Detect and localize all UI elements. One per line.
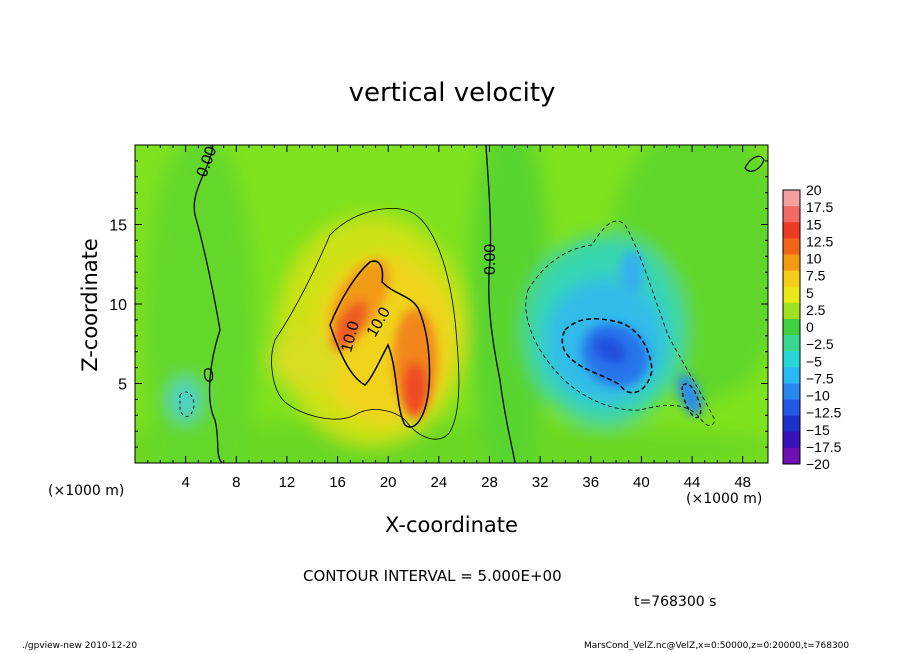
contour-ten-updraft <box>329 260 431 428</box>
colorbar-swatch <box>783 415 800 433</box>
colorbar-swatch <box>783 254 800 272</box>
colorbar-swatch <box>783 351 800 368</box>
x-tick-label: 20 <box>380 474 397 491</box>
x-tick-label: 44 <box>684 474 701 491</box>
colorbar-swatch <box>783 238 800 255</box>
contour-west-blue <box>179 391 195 417</box>
colorbar-label: 12.5 <box>806 233 833 249</box>
colorbar-label: −7.5 <box>806 370 834 386</box>
x-unit-label-left: (×1000 m) <box>48 483 125 499</box>
y-tick-label: 5 <box>118 377 127 394</box>
field-west-zero-band <box>145 145 255 463</box>
colorbar-swatch <box>783 302 800 320</box>
contour-zero-east <box>485 145 516 463</box>
y-tick-label: 15 <box>109 218 127 235</box>
colorbar-label: −20 <box>806 456 830 472</box>
colorbar-label: −15 <box>806 422 830 438</box>
colorbar-swatch <box>783 318 800 336</box>
x-tick-label: 40 <box>633 474 650 491</box>
y-axis: 5 10 15 <box>109 160 768 448</box>
contour-west-small <box>203 368 214 382</box>
colorbar-label: 17.5 <box>806 199 833 215</box>
x-unit-label-right: (×1000 m) <box>686 491 763 507</box>
colorbar-swatch <box>783 335 800 352</box>
time-label: t=768300 s <box>634 594 717 610</box>
colorbar-swatch <box>783 431 800 449</box>
colorbar-swatch <box>783 383 800 401</box>
contour-interval-note: CONTOUR INTERVAL = 5.000E+00 <box>303 567 562 585</box>
colorbar-frame <box>782 189 801 465</box>
contour-zero-west <box>193 145 223 463</box>
colorbar-swatch <box>783 270 800 288</box>
colorbar-label: 7.5 <box>806 268 826 284</box>
x-axis-label: X-coordinate <box>385 513 518 537</box>
colorbar-swatch <box>783 399 800 417</box>
field-west-tongue <box>270 330 340 390</box>
colorbar-label: −5 <box>806 353 822 369</box>
contour-minus-ten <box>561 318 653 394</box>
y-tick-label: 10 <box>109 297 127 314</box>
x-tick-label: 16 <box>329 474 346 491</box>
contour-label: 0.00 <box>482 244 499 275</box>
colorbar-label: 20 <box>806 182 822 198</box>
field-downdraft-upper <box>620 250 644 294</box>
chart-title: vertical velocity <box>348 78 556 108</box>
colorbar-swatch <box>783 286 800 304</box>
colorbar-swatch <box>783 222 800 239</box>
colorbar-label: 2.5 <box>806 302 826 318</box>
colorbar-swatch <box>783 447 800 465</box>
heatmap-field: 0.00 10.0 10.0 0.00 <box>135 145 768 463</box>
x-tick-label: 8 <box>232 474 240 491</box>
x-axis: 4 8 12 16 20 24 28 32 36 40 44 48 <box>147 145 756 491</box>
colorbar-label: 10 <box>806 251 822 267</box>
field-downdraft-peak <box>593 335 627 365</box>
x-tick-label: 12 <box>279 474 296 491</box>
x-tick-label: 32 <box>532 474 549 491</box>
colorbar-label: −17.5 <box>806 439 842 455</box>
contour-ne-corner <box>744 155 765 172</box>
colorbar-label: 15 <box>806 216 822 232</box>
colorbar-label: −12.5 <box>806 405 842 421</box>
colorbar-label: −10 <box>806 388 830 404</box>
footer-left: ./gpview-new 2010-12-20 <box>22 641 138 651</box>
x-tick-label: 24 <box>430 474 447 491</box>
colorbar-swatch <box>783 206 800 223</box>
field-updraft-peak1 <box>332 300 368 350</box>
colorbar-label: −2.5 <box>806 336 834 352</box>
field-updraft-peak2 <box>402 362 428 418</box>
field-west-blue-spot <box>171 380 199 420</box>
x-tick-label: 36 <box>582 474 599 491</box>
colorbar-label: 0 <box>806 319 814 335</box>
colorbar-swatch <box>783 190 800 207</box>
contour-five-updraft <box>271 208 460 440</box>
contour-minus-ten-east <box>681 383 702 419</box>
field-lowlevel-band <box>135 420 768 463</box>
colorbar-swatch <box>783 367 800 384</box>
x-tick-label: 28 <box>481 474 498 491</box>
colorbar-label: 5 <box>806 285 814 301</box>
footer-right: MarsCond_VelZ.nc@VelZ,x=0:50000,z=0:2000… <box>584 641 850 651</box>
contour-minus-five <box>525 220 716 427</box>
y-axis-label: Z-coordinate <box>78 238 102 372</box>
x-tick-label: 4 <box>181 474 189 491</box>
x-tick-label: 48 <box>734 474 751 491</box>
